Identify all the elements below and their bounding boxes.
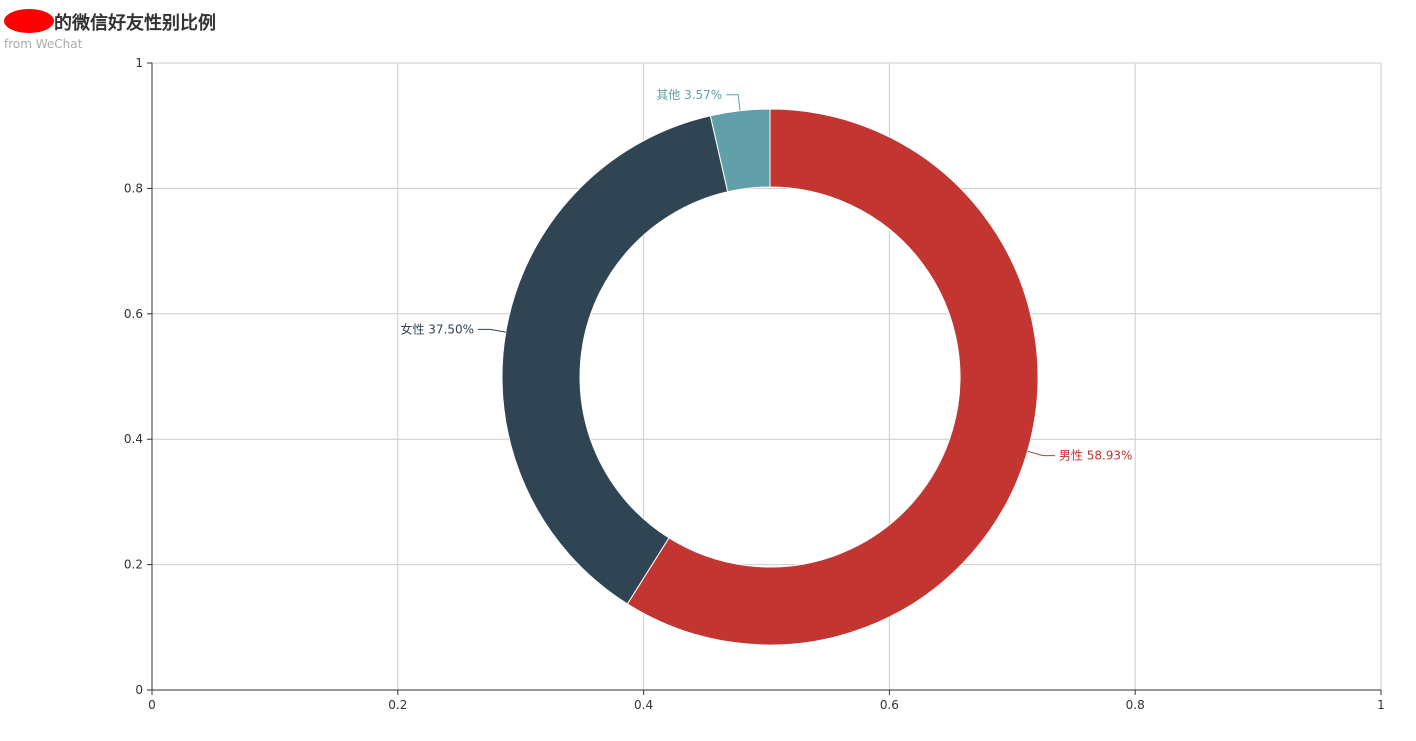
label-layer: 男性 58.93% 女性 37.50% 其他 3.57%: [400, 88, 1132, 463]
donut-slice-0[interactable]: [626, 108, 1039, 646]
donut-slice-1[interactable]: [501, 115, 729, 605]
slice-leader-line: [726, 94, 741, 111]
y-tick-label: 0: [135, 683, 143, 697]
x-tick-label: 0.8: [1126, 698, 1145, 712]
slice-leader-line: [1027, 450, 1055, 457]
y-tick-label: 0.6: [124, 307, 143, 321]
y-tick-label: 0.4: [124, 432, 143, 446]
y-tick-label: 0.2: [124, 558, 143, 572]
x-tick-label: 0.6: [880, 698, 899, 712]
slice-leader-line: [478, 328, 506, 333]
slice-label: 其他 3.57%: [656, 88, 722, 102]
axis-layer: 0 0.2 0.4 0.6 0.8 1 0 0.2 0.4 0.6 0.8 1: [124, 56, 1385, 712]
x-tick-label: 1: [1377, 698, 1385, 712]
grid-layer: [152, 62, 1382, 690]
y-tick-label: 0.8: [124, 181, 143, 195]
slice-label: 女性 37.50%: [400, 321, 474, 336]
redaction-mark: [4, 9, 54, 33]
x-tick-label: 0: [148, 698, 156, 712]
x-tick-label: 0.4: [634, 698, 653, 712]
y-tick-label: 1: [135, 56, 143, 70]
slice-label: 男性 58.93%: [1059, 449, 1133, 463]
slice-layer: [501, 108, 1039, 646]
donut-slice-2[interactable]: [709, 108, 771, 193]
x-tick-label: 0.2: [388, 698, 407, 712]
chart-title: 的微信好友性别比例: [54, 13, 216, 34]
chart-subtitle: from WeChat: [4, 37, 83, 51]
